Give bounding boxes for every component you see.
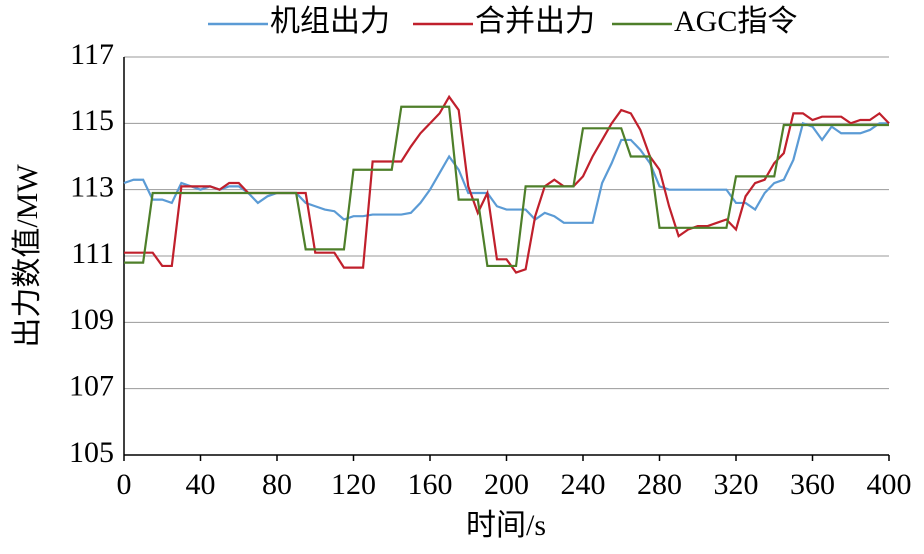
legend-label: AGC指令	[674, 5, 797, 38]
y-tick-label: 109	[69, 303, 114, 336]
y-tick-label: 105	[69, 436, 114, 469]
x-tick-label: 360	[790, 468, 835, 501]
x-tick-label: 80	[262, 468, 292, 501]
x-tick-label: 160	[408, 468, 453, 501]
series-line	[124, 105, 889, 268]
legend-label: 合并出力	[475, 5, 595, 38]
x-tick-label: 0	[117, 468, 132, 501]
y-tick-label: 107	[69, 370, 114, 403]
x-tick-label: 40	[186, 468, 216, 501]
legend-label: 机组出力	[270, 5, 390, 38]
y-tick-label: 111	[71, 237, 114, 270]
x-tick-label: 400	[867, 468, 912, 501]
x-tick-label: 280	[637, 468, 682, 501]
x-tick-label: 200	[484, 468, 529, 501]
x-axis-label: 时间/s	[466, 509, 546, 542]
x-tick-label: 240	[561, 468, 606, 501]
y-axis-label: 出力数值/MW	[11, 164, 44, 348]
y-tick-label: 113	[70, 171, 114, 204]
series-line	[123, 121, 889, 224]
x-tick-label: 120	[331, 468, 376, 501]
x-tick-label: 320	[714, 468, 759, 501]
y-tick-label: 117	[70, 38, 114, 71]
y-tick-label: 115	[70, 104, 114, 137]
